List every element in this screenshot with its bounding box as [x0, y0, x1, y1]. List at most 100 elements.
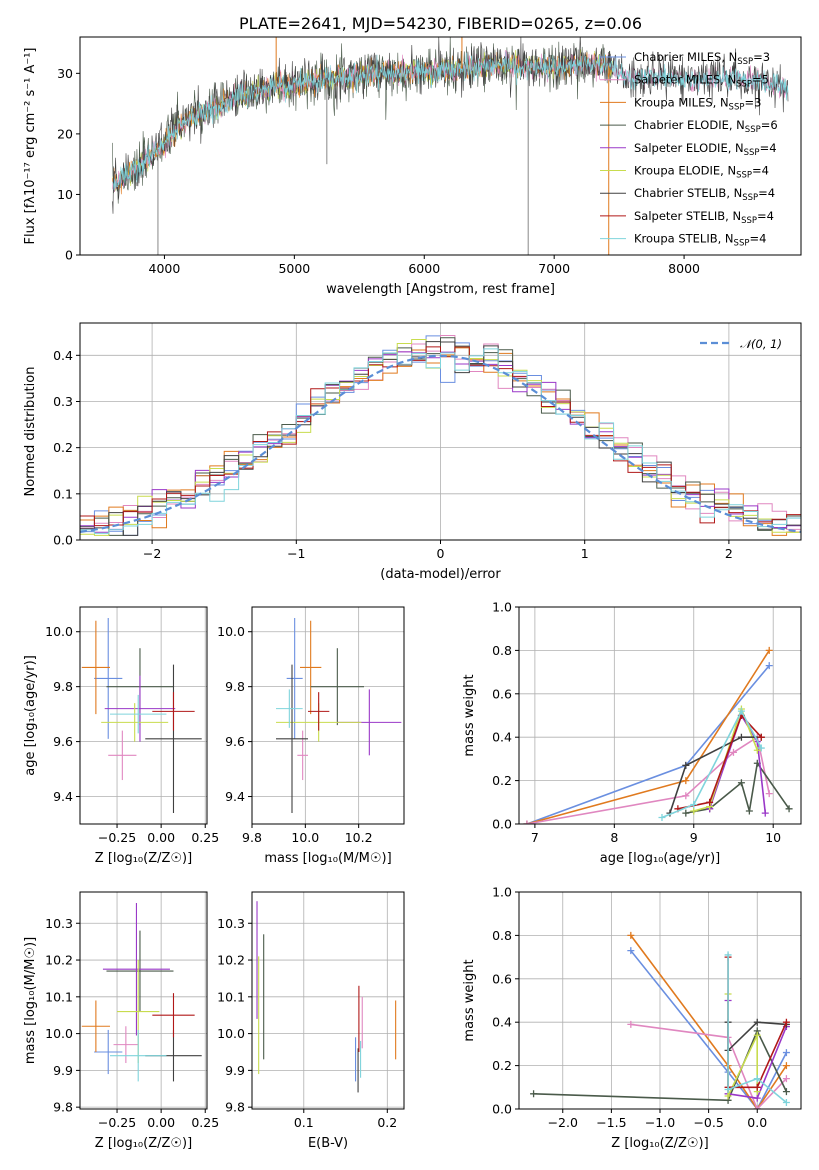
marker: [782, 1075, 790, 1083]
x-tick-label: −0.25: [98, 1115, 136, 1130]
marker: [737, 707, 745, 715]
spectrum-line-kroupa-stelib: [112, 51, 789, 191]
histogram-salpeter-stelib: [80, 346, 801, 540]
x-tick-label: 2: [725, 546, 733, 561]
residuals-frame: [79, 322, 802, 541]
y-tick-label: 0.6: [492, 971, 512, 986]
marker: [782, 1098, 790, 1106]
y-tick-label: 10.1: [45, 989, 73, 1004]
legend-entry: 𝒩(0, 1): [740, 337, 782, 351]
y-tick-label: 0.4: [492, 1015, 512, 1030]
errorbar-chabrier-elodie: [106, 930, 174, 1012]
y-axis-label: Flux [fλ10⁻¹⁷ erg cm⁻² s⁻¹ A⁻¹]: [23, 48, 38, 245]
series-chabrier-stelib: [666, 733, 765, 817]
y-tick-label: 9.8: [53, 1100, 73, 1115]
y-tick-label: 9.4: [53, 789, 73, 804]
x-tick-label: −1.5: [596, 1115, 626, 1130]
x-tick-label: 9: [690, 830, 698, 845]
errorbar-chabrier-elodie: [310, 648, 364, 726]
y-tick-label: 9.6: [53, 734, 73, 749]
y-tick-label: 10.3: [217, 916, 245, 931]
y-tick-label: 10.0: [45, 1026, 73, 1041]
marker: [753, 1018, 761, 1026]
y-tick-label: 10.0: [217, 1026, 245, 1041]
x-tick-label: 7: [531, 830, 539, 845]
legend-entry: Kroupa STELIB, NSSP=4: [634, 232, 766, 249]
marker: [753, 1031, 761, 1039]
histogram-kroupa-stelib: [80, 348, 801, 540]
errorbar-salpeter-stelib: [308, 692, 330, 731]
x-axis-label: (data-model)/error: [380, 567, 501, 582]
errorbar-salpeter-miles: [113, 1026, 139, 1064]
y-tick-label: 0.4: [492, 730, 512, 745]
marker: [753, 1105, 761, 1109]
marker: [753, 1094, 761, 1102]
errorbar-salpeter-stelib: [152, 993, 195, 1038]
y-tick-label: 1.0: [492, 885, 512, 900]
marker: [745, 807, 753, 815]
marker: [757, 744, 765, 752]
marker: [690, 807, 698, 815]
z_vs_age-axes: −0.25 0.00 0.25 9.4 9.6 9.8 10.0 Z [log₁₀(Z/Z☉)…: [23, 607, 219, 866]
y-tick-label: 0.3: [53, 394, 73, 409]
x-axis-label: mass [log₁₀(M/M☉)]: [264, 851, 391, 866]
y-axis-label: mass [log₁₀(M/M☉)]: [23, 937, 38, 1064]
marker: [690, 800, 698, 808]
x-tick-label: 4000: [149, 261, 181, 276]
y-tick-label: 9.8: [53, 679, 73, 694]
y-tick-label: 9.9: [225, 1063, 245, 1078]
y-tick-label: 0.4: [53, 348, 73, 363]
marker: [530, 1090, 538, 1098]
x-tick-label: −0.25: [98, 830, 136, 845]
y-tick-label: 20: [57, 126, 73, 141]
x-tick-label: 0.25: [191, 830, 219, 845]
errorbar-salpeter-elodie: [102, 903, 170, 1036]
y-tick-label: 0.1: [53, 486, 73, 501]
legend-entry: Salpeter STELIB, NSSP=4: [634, 209, 774, 226]
legend-entry: Chabrier ELODIE, NSSP=6: [634, 118, 778, 135]
y-tick-label: 30: [57, 66, 73, 81]
y-tick-label: 9.8: [225, 1100, 245, 1115]
marker: [782, 1088, 790, 1096]
marker: [627, 931, 635, 939]
marker: [753, 1083, 761, 1091]
errorbar-chabrier-miles: [94, 1029, 123, 1075]
marker: [706, 798, 714, 806]
marker: [765, 790, 773, 798]
y-tick-label: 9.6: [225, 734, 245, 749]
x-tick-label: 9.8: [242, 830, 262, 845]
y-tick-label: 9.4: [225, 789, 245, 804]
marker: [627, 1020, 635, 1028]
x-tick-label: 6000: [408, 261, 440, 276]
age_vs_weight-frame: [518, 606, 802, 825]
y-tick-label: 10.0: [217, 624, 245, 639]
marker: [682, 792, 690, 800]
y-axis-label: Normed distribution: [23, 367, 38, 497]
x-tick-label: −0.5: [693, 1115, 723, 1130]
y-tick-label: 0.6: [492, 686, 512, 701]
x-tick-label: 0.00: [147, 830, 175, 845]
z_vs_mass-axes: −0.25 0.00 0.25 9.8 9.9 10.0 10.1 10.2 10.3 Z [lo…: [23, 892, 219, 1151]
x-tick-label: 0.0: [747, 1115, 767, 1130]
y-tick-label: 10.2: [45, 953, 73, 968]
y-tick-label: 10: [57, 187, 73, 202]
x-tick-label: −2.0: [548, 1115, 578, 1130]
marker: [523, 820, 531, 824]
legend-entry: Salpeter MILES, NSSP=5: [634, 73, 769, 90]
errorbar-kroupa-elodie: [101, 703, 169, 742]
marker: [682, 809, 690, 817]
series-kroupa-elodie: [724, 990, 761, 1100]
marker: [737, 733, 745, 741]
x-tick-label: 0.25: [191, 1115, 219, 1130]
x-tick-label: 0.1: [294, 1115, 314, 1130]
x-tick-label: 8: [610, 830, 618, 845]
errorbar-chabrier-stelib: [276, 664, 308, 814]
x-tick-label: −1: [287, 546, 305, 561]
marker: [761, 809, 769, 817]
y-tick-label: 10.2: [217, 953, 245, 968]
y-tick-label: 0.2: [53, 440, 73, 455]
spectrum-legend: Chabrier MILES, NSSP=3 Salpeter MILES, NS…: [600, 50, 778, 249]
gaussian-curve: [79, 354, 802, 533]
legend-entry: Kroupa ELODIE, NSSP=4: [634, 164, 769, 181]
